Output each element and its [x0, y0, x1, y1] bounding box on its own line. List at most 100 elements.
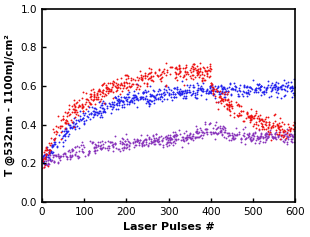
- Point: [203, 89, 208, 93]
- Point: [66, 132, 71, 136]
- Point: [44, 153, 49, 157]
- Point: [46, 161, 51, 165]
- Point: [115, 99, 120, 102]
- Point: [250, 136, 255, 140]
- Point: [205, 127, 210, 131]
- Point: [46, 158, 51, 162]
- Point: [119, 76, 124, 80]
- Point: [272, 119, 277, 123]
- Point: [279, 83, 284, 87]
- Point: [178, 70, 183, 73]
- Point: [176, 92, 181, 96]
- Point: [133, 143, 138, 147]
- Point: [83, 111, 88, 115]
- Point: [255, 83, 260, 87]
- Point: [268, 125, 273, 128]
- Point: [103, 146, 108, 150]
- Point: [61, 151, 66, 155]
- Point: [83, 91, 88, 95]
- Point: [250, 87, 255, 91]
- Point: [81, 150, 86, 154]
- Point: [237, 89, 242, 93]
- Point: [196, 75, 201, 79]
- Point: [45, 147, 50, 151]
- Point: [288, 126, 293, 130]
- Point: [204, 87, 209, 91]
- Point: [149, 93, 154, 97]
- Point: [184, 91, 188, 95]
- Point: [251, 134, 256, 138]
- Point: [150, 74, 155, 77]
- Point: [113, 81, 118, 84]
- Point: [276, 86, 281, 90]
- Point: [148, 137, 153, 141]
- Point: [278, 85, 283, 89]
- Point: [208, 87, 213, 90]
- Point: [53, 129, 58, 133]
- Point: [203, 127, 208, 131]
- Point: [211, 130, 216, 134]
- Point: [140, 144, 144, 148]
- Point: [100, 82, 105, 86]
- Point: [192, 67, 197, 71]
- Point: [48, 157, 53, 160]
- Point: [171, 134, 176, 137]
- Point: [103, 110, 108, 114]
- Point: [142, 143, 147, 147]
- Point: [107, 140, 112, 143]
- Point: [146, 72, 151, 76]
- Point: [126, 90, 131, 94]
- Point: [181, 74, 186, 78]
- Point: [165, 141, 170, 145]
- Point: [266, 126, 271, 130]
- Point: [45, 145, 50, 149]
- Point: [235, 132, 240, 136]
- Point: [176, 91, 181, 95]
- Point: [182, 139, 187, 143]
- Point: [116, 98, 121, 102]
- Point: [242, 134, 247, 138]
- Point: [280, 130, 285, 134]
- Point: [159, 92, 164, 96]
- Point: [149, 140, 154, 144]
- Point: [200, 87, 205, 91]
- Point: [208, 69, 213, 73]
- Point: [243, 91, 248, 95]
- Point: [291, 91, 296, 95]
- Point: [225, 89, 230, 93]
- Point: [183, 89, 188, 93]
- Point: [165, 85, 170, 89]
- Point: [191, 77, 196, 81]
- Point: [282, 132, 287, 136]
- Point: [238, 104, 243, 108]
- Point: [285, 130, 290, 134]
- Point: [173, 141, 178, 145]
- Point: [43, 162, 48, 166]
- Point: [263, 123, 268, 127]
- Point: [270, 135, 275, 139]
- Point: [43, 152, 48, 156]
- Point: [261, 127, 266, 131]
- Point: [172, 70, 177, 73]
- Point: [95, 145, 100, 148]
- Point: [266, 120, 271, 123]
- Point: [201, 90, 206, 93]
- Point: [111, 142, 116, 146]
- Point: [282, 129, 287, 133]
- Point: [174, 72, 179, 76]
- Point: [259, 94, 264, 97]
- Point: [271, 125, 276, 129]
- Point: [232, 88, 237, 92]
- Point: [74, 150, 79, 154]
- Point: [198, 66, 203, 70]
- Point: [132, 95, 137, 99]
- Point: [236, 132, 241, 136]
- Point: [100, 94, 104, 98]
- Point: [152, 95, 157, 99]
- Point: [163, 142, 168, 146]
- Point: [199, 89, 204, 93]
- Point: [152, 139, 157, 143]
- Point: [40, 157, 45, 161]
- Point: [97, 100, 102, 104]
- Point: [208, 91, 213, 95]
